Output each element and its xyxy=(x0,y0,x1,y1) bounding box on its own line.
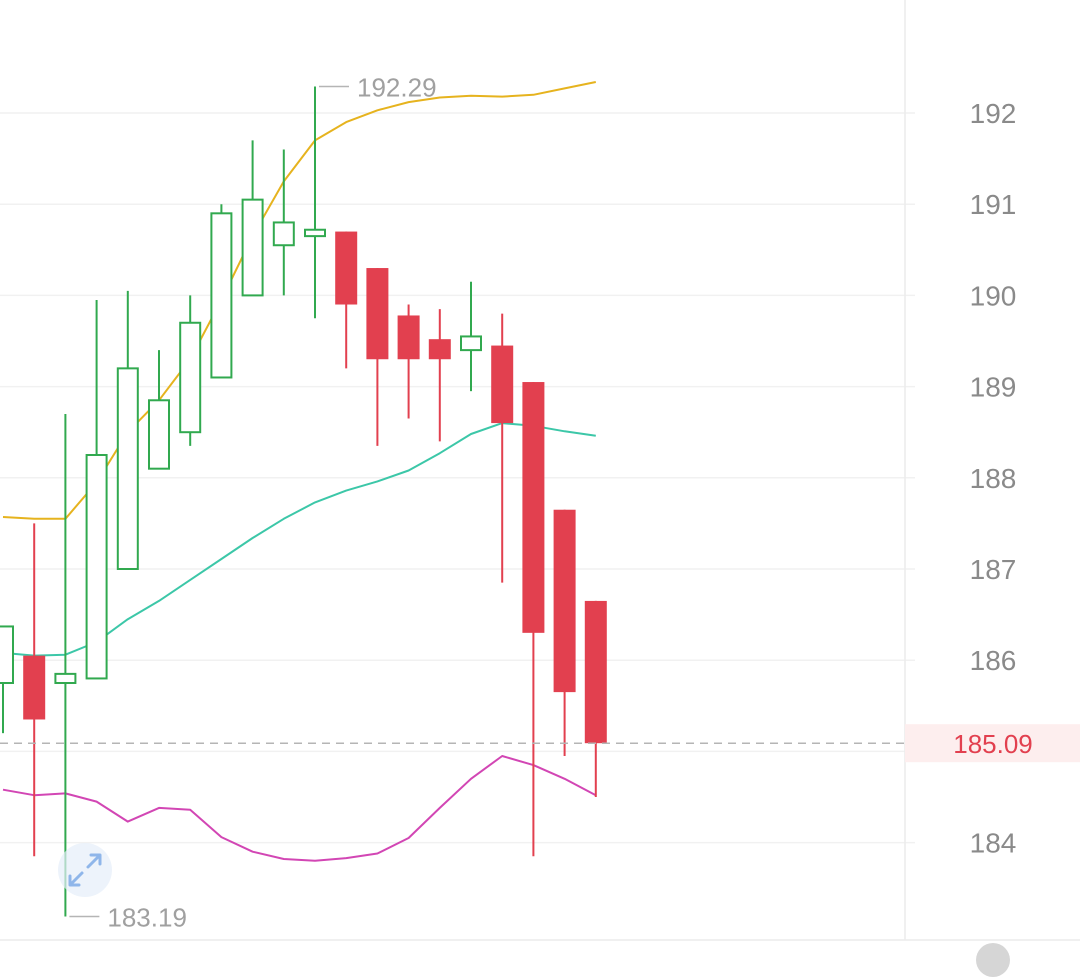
candle-body xyxy=(335,231,358,305)
y-tick-label: 184 xyxy=(970,828,1017,859)
ma-line xyxy=(2,81,597,520)
candle-body xyxy=(553,509,576,693)
candle-body xyxy=(179,321,202,434)
candle-body xyxy=(522,382,545,633)
candle-body xyxy=(460,335,482,352)
candle xyxy=(304,86,326,319)
candle-body xyxy=(366,268,389,360)
candle-body xyxy=(54,672,77,685)
candle xyxy=(23,523,46,857)
candle xyxy=(428,309,451,442)
low-label: 183.19 xyxy=(107,902,187,932)
candle xyxy=(553,509,576,756)
high-label: 192.29 xyxy=(357,73,437,103)
candle-body xyxy=(210,212,233,379)
candle xyxy=(584,600,607,797)
candle xyxy=(116,290,139,570)
candlestick-chart: 184 186 187 188 189 190 191 192 185.09 192.29 1… xyxy=(0,0,1080,941)
candle-body xyxy=(584,600,607,744)
expand-icon xyxy=(68,853,102,887)
candle-body xyxy=(148,399,170,470)
candle-body xyxy=(491,345,514,424)
current-price-label: 185.09 xyxy=(953,729,1033,759)
candle xyxy=(54,413,77,917)
candle xyxy=(148,350,170,470)
candle-body xyxy=(397,315,420,360)
candle xyxy=(397,304,420,419)
price-axis: 184 186 187 188 189 190 191 192 xyxy=(970,98,1017,859)
candle-body xyxy=(304,228,326,238)
y-tick-label: 188 xyxy=(970,463,1017,494)
candle xyxy=(335,231,358,369)
candle xyxy=(460,281,482,392)
y-tick-label: 187 xyxy=(970,554,1017,585)
candle xyxy=(210,204,233,379)
grid-lines xyxy=(0,112,915,844)
candle xyxy=(366,268,389,446)
candle-body xyxy=(272,221,295,247)
candle xyxy=(272,149,295,296)
y-tick-label: 189 xyxy=(970,372,1017,403)
candle-body xyxy=(428,339,451,360)
candle-body xyxy=(116,367,139,570)
candle xyxy=(522,382,545,857)
candle xyxy=(0,625,14,734)
candle-body xyxy=(0,625,14,684)
scroll-handle[interactable] xyxy=(976,943,1010,977)
y-tick-label: 186 xyxy=(970,645,1017,676)
y-tick-label: 192 xyxy=(970,98,1017,129)
candle xyxy=(241,140,264,297)
y-tick-label: 190 xyxy=(970,280,1017,311)
ma-line xyxy=(2,755,597,862)
candle-body xyxy=(241,198,264,297)
candle-body xyxy=(85,454,108,680)
candle xyxy=(491,313,514,583)
candle xyxy=(85,299,108,680)
current-price-tag xyxy=(905,724,1080,763)
candle-body xyxy=(23,655,46,720)
expand-button[interactable] xyxy=(58,843,112,897)
candles xyxy=(0,86,607,917)
y-tick-label: 191 xyxy=(970,189,1017,220)
candle xyxy=(179,295,202,446)
